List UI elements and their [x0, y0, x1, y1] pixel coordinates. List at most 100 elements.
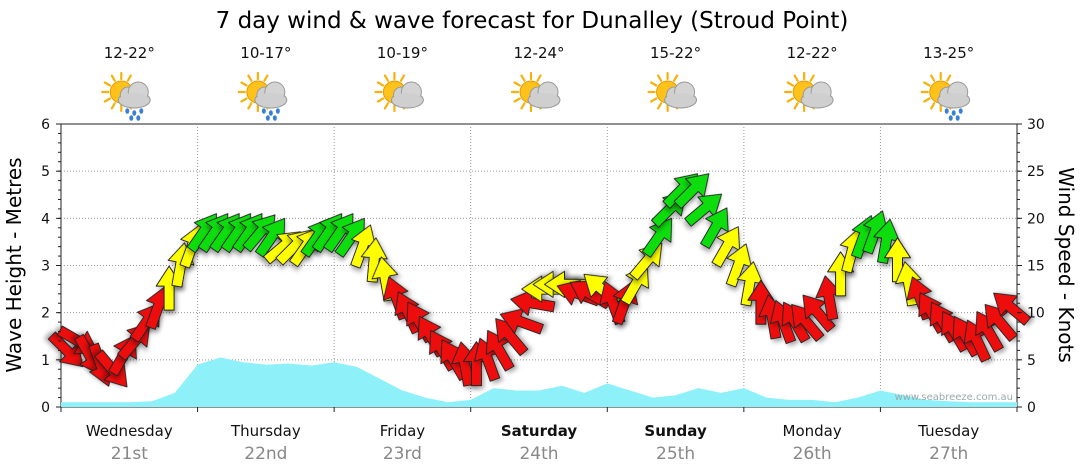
sun-ray: [786, 81, 794, 87]
sun-ray: [383, 102, 390, 110]
y-left-tick-label: 2: [41, 306, 50, 322]
sun-ray: [520, 102, 526, 110]
sun-ray: [376, 81, 385, 87]
rain-drop: [272, 115, 277, 121]
day-date-label: 25th: [656, 444, 695, 464]
y-left-tick-label: 0: [41, 400, 50, 416]
sun-ray: [656, 74, 663, 82]
sun-ray: [383, 74, 390, 82]
rain-drop: [265, 115, 270, 121]
sun-cloud-icon: [647, 71, 698, 113]
sun-cloud-rain-icon: [920, 71, 971, 121]
sun-ray: [923, 97, 931, 103]
cloud-shape: [664, 81, 698, 109]
day-date-label: 21st: [111, 444, 148, 464]
rain-drop: [136, 115, 141, 121]
rain-drop: [261, 108, 266, 114]
y-right-tick-label: 0: [1027, 400, 1036, 416]
forecast-row: 12-22° Wednesday 21st 10-17° Thursday 22nd 10-…: [86, 44, 979, 464]
rain-drop: [125, 108, 130, 114]
sun-ray: [399, 74, 406, 82]
sun-ray: [656, 102, 663, 110]
sun-cloud-icon: [374, 71, 424, 113]
day-date-label: 22nd: [244, 444, 287, 464]
rain-drop: [951, 110, 956, 116]
y-left-tick-label: 3: [41, 259, 50, 275]
sun-ray: [650, 81, 658, 87]
sun-cloud-icon: [784, 71, 834, 113]
sun-ray: [126, 74, 132, 82]
cloud-shape: [254, 81, 288, 109]
y-right-tick-label: 30: [1027, 117, 1045, 133]
wind-arrows-series: [47, 173, 1032, 388]
day-temperature-range: 10-19°: [377, 44, 428, 62]
wind-arrow: [993, 292, 1032, 326]
day-temperature-range: 15-22°: [650, 44, 701, 62]
wave-height-area: [61, 357, 1017, 407]
axes: 0 1 2 3 4 5 6 0 5 10 15 20 25 30: [41, 117, 1045, 416]
sun-cloud-rain-icon: [237, 71, 288, 121]
wave-height-series: [61, 357, 1017, 407]
rain-drop: [948, 115, 953, 121]
day-date-label: 26th: [793, 444, 832, 464]
wind-arrow: [641, 217, 673, 258]
sun-ray: [110, 102, 116, 110]
rain-drop: [275, 108, 280, 114]
day-name-label: Friday: [380, 422, 426, 440]
rain-drop: [955, 115, 960, 121]
y-left-tick-label: 4: [41, 211, 50, 227]
source-credit: www.seabreeze.com.au: [895, 392, 1013, 403]
y-axis-right-label: Wind Speed - Knots: [1054, 167, 1078, 363]
sun-ray: [513, 81, 521, 87]
y-right-tick-label: 15: [1027, 259, 1045, 275]
rain-drop: [944, 108, 949, 114]
sun-cloud-rain-icon: [101, 71, 151, 121]
sun-ray: [793, 102, 799, 110]
day-name-label: Sunday: [644, 422, 707, 440]
y-right-tick-label: 5: [1027, 353, 1036, 369]
day-name-label: Tuesday: [917, 422, 979, 440]
y-right-tick-label: 20: [1027, 211, 1045, 227]
sun-ray: [793, 74, 799, 82]
rain-drop: [129, 115, 134, 121]
cloud-shape: [390, 81, 424, 109]
day-name-label: Thursday: [230, 422, 301, 440]
day-name-label: Monday: [783, 422, 842, 440]
y-left-tick-label: 5: [41, 164, 50, 180]
sun-ray: [263, 74, 269, 82]
rain-drop: [139, 108, 144, 114]
wind-arrow: [700, 207, 729, 249]
chart-title: 7 day wind & wave forecast for Dunalley …: [216, 8, 849, 34]
sun-ray: [650, 97, 658, 103]
day-date-label: 27th: [929, 444, 968, 464]
cloud-shape: [800, 81, 834, 109]
day-name-label: Wednesday: [86, 422, 173, 440]
sun-ray: [946, 74, 952, 82]
y-left-tick-label: 1: [41, 353, 50, 369]
day-temperature-range: 13-25°: [923, 44, 974, 62]
sun-ray: [923, 81, 931, 87]
y-right-tick-label: 25: [1027, 164, 1045, 180]
cloud-shape: [527, 81, 561, 109]
day-temperature-range: 10-17°: [240, 44, 291, 62]
sun-ray: [103, 81, 112, 87]
sun-ray: [672, 74, 679, 82]
sun-ray: [110, 74, 116, 82]
rain-drop: [958, 108, 963, 114]
sun-ray: [930, 102, 936, 110]
day-date-label: 24th: [519, 444, 558, 464]
rain-drop: [268, 110, 273, 116]
sun-ray: [536, 74, 542, 82]
wind-arrow: [360, 237, 388, 283]
day-name-label: Saturday: [501, 422, 578, 440]
sun-ray: [247, 74, 253, 82]
sun-ray: [240, 81, 248, 87]
sun-ray: [520, 74, 526, 82]
cloud-shape: [117, 81, 151, 109]
sun-ray: [930, 74, 936, 82]
sun-ray: [376, 97, 385, 103]
sun-ray: [247, 102, 253, 110]
day-temperature-range: 12-22°: [787, 44, 838, 62]
sun-ray: [809, 74, 815, 82]
